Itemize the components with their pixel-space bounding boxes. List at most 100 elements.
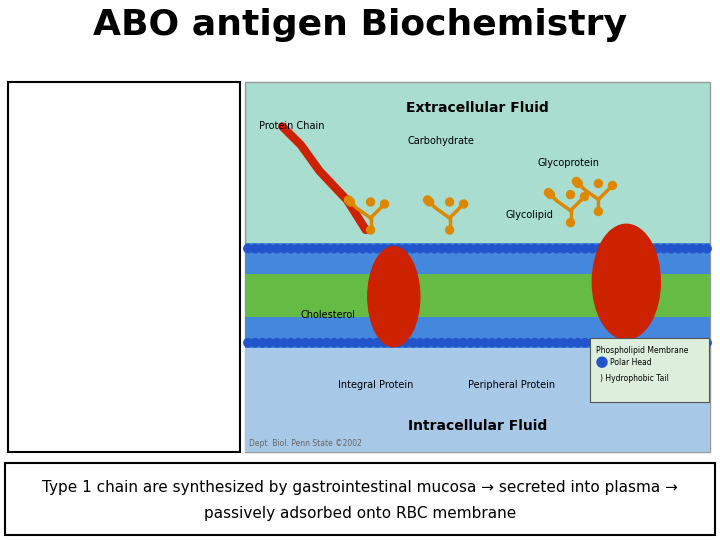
Circle shape	[387, 339, 395, 347]
Circle shape	[597, 357, 607, 367]
Circle shape	[445, 339, 453, 347]
Circle shape	[387, 245, 395, 253]
Circle shape	[265, 245, 274, 253]
Circle shape	[652, 339, 661, 347]
Circle shape	[545, 245, 554, 253]
Text: •  Carbohydrate: • Carbohydrate	[26, 100, 172, 118]
Circle shape	[395, 245, 402, 253]
Circle shape	[674, 339, 683, 347]
Circle shape	[595, 179, 603, 187]
Circle shape	[423, 196, 431, 204]
Circle shape	[559, 245, 568, 253]
Circle shape	[608, 181, 616, 190]
Circle shape	[451, 245, 460, 253]
Circle shape	[337, 245, 346, 253]
Circle shape	[258, 339, 266, 347]
FancyBboxPatch shape	[245, 317, 710, 348]
Circle shape	[617, 339, 625, 347]
Circle shape	[480, 245, 489, 253]
Circle shape	[624, 245, 632, 253]
Circle shape	[552, 245, 561, 253]
Circle shape	[502, 339, 510, 347]
Circle shape	[323, 245, 331, 253]
Circle shape	[631, 245, 639, 253]
Circle shape	[495, 339, 503, 347]
Text: Cholesterol: Cholesterol	[301, 310, 356, 320]
Circle shape	[423, 339, 431, 347]
Circle shape	[588, 339, 596, 347]
Circle shape	[581, 339, 589, 347]
Circle shape	[351, 245, 360, 253]
Circle shape	[531, 339, 539, 347]
Circle shape	[315, 339, 324, 347]
Circle shape	[487, 245, 496, 253]
Circle shape	[244, 245, 252, 253]
Circle shape	[473, 245, 482, 253]
Circle shape	[431, 339, 438, 347]
Circle shape	[366, 339, 374, 347]
Circle shape	[416, 245, 424, 253]
Circle shape	[438, 245, 446, 253]
Text: Glycoprotein: Glycoprotein	[538, 158, 600, 168]
Circle shape	[373, 339, 382, 347]
Circle shape	[258, 245, 266, 253]
Circle shape	[610, 339, 618, 347]
Circle shape	[359, 339, 367, 347]
Circle shape	[459, 245, 467, 253]
Circle shape	[251, 245, 259, 253]
Text: Type 1 chain are synthesized by gastrointestinal mucosa → secreted into plasma →: Type 1 chain are synthesized by gastroin…	[42, 480, 678, 495]
Circle shape	[473, 339, 482, 347]
Circle shape	[344, 245, 353, 253]
Circle shape	[567, 339, 575, 347]
Circle shape	[426, 198, 433, 206]
Circle shape	[523, 245, 532, 253]
Ellipse shape	[368, 247, 420, 347]
Circle shape	[681, 339, 690, 347]
Circle shape	[538, 245, 546, 253]
Circle shape	[409, 339, 417, 347]
Circle shape	[531, 245, 539, 253]
Circle shape	[631, 339, 639, 347]
Circle shape	[330, 339, 338, 347]
Circle shape	[502, 245, 510, 253]
Circle shape	[588, 245, 596, 253]
Circle shape	[446, 198, 454, 206]
Circle shape	[572, 178, 580, 186]
FancyBboxPatch shape	[5, 463, 715, 535]
Circle shape	[516, 339, 525, 347]
Circle shape	[509, 245, 518, 253]
Circle shape	[660, 339, 668, 347]
Circle shape	[395, 339, 402, 347]
Circle shape	[402, 339, 410, 347]
Circle shape	[610, 245, 618, 253]
Circle shape	[373, 245, 382, 253]
Circle shape	[466, 245, 474, 253]
Circle shape	[552, 339, 561, 347]
Text: Glycolipid: Glycolipid	[505, 210, 553, 220]
Circle shape	[674, 245, 683, 253]
FancyBboxPatch shape	[245, 82, 710, 452]
Circle shape	[366, 198, 374, 206]
FancyBboxPatch shape	[590, 338, 709, 402]
Text: Protein Chain: Protein Chain	[259, 122, 325, 131]
Circle shape	[703, 339, 711, 347]
Circle shape	[567, 191, 575, 199]
Circle shape	[279, 339, 288, 347]
Circle shape	[446, 226, 454, 234]
Text: Intracellular Fluid: Intracellular Fluid	[408, 419, 547, 433]
Ellipse shape	[593, 224, 660, 339]
Circle shape	[559, 339, 568, 347]
Circle shape	[688, 339, 697, 347]
Circle shape	[423, 245, 431, 253]
FancyBboxPatch shape	[8, 82, 240, 452]
Circle shape	[251, 339, 259, 347]
Circle shape	[359, 245, 367, 253]
Circle shape	[681, 245, 690, 253]
Circle shape	[581, 245, 589, 253]
Circle shape	[696, 339, 704, 347]
Circle shape	[652, 245, 661, 253]
Circle shape	[523, 339, 532, 347]
Circle shape	[660, 245, 668, 253]
Text: ) Hydrophobic Tail: ) Hydrophobic Tail	[600, 374, 669, 383]
Circle shape	[567, 245, 575, 253]
